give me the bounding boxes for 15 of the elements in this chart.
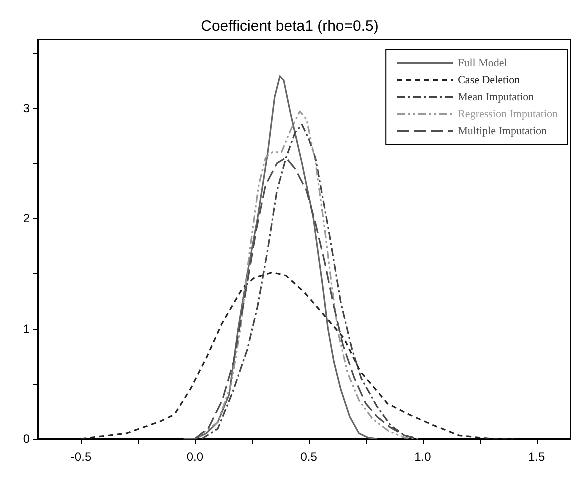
y-tick-label: 3 bbox=[23, 101, 30, 116]
text: Multiple Imputation bbox=[458, 126, 548, 138]
chart-title: Coefficient beta1 (rho=0.5) bbox=[201, 18, 379, 35]
x-tick-label: 1.5 bbox=[528, 450, 546, 464]
y-tick-label: 0 bbox=[23, 432, 30, 446]
y-tick-label: 2 bbox=[23, 212, 30, 226]
x-tick-label: -0.5 bbox=[70, 450, 92, 464]
text: Regression Imputation bbox=[458, 108, 558, 120]
x-tick-label: 1.0 bbox=[414, 450, 432, 464]
x-tick-label: 0.5 bbox=[300, 450, 318, 464]
y-tick-label: 1 bbox=[23, 322, 30, 336]
text: Mean Imputation bbox=[458, 92, 535, 104]
text: Full Model bbox=[458, 58, 508, 70]
text: Case Deletion bbox=[458, 74, 521, 86]
x-tick-label: 0.0 bbox=[186, 450, 204, 464]
